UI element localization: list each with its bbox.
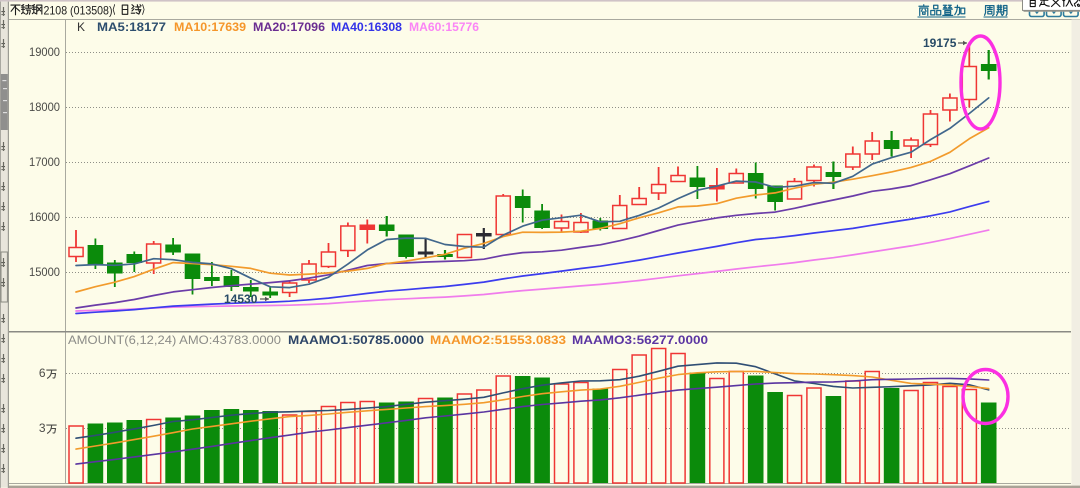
- svg-text:6: 6: [39, 366, 46, 380]
- svg-text:2108 (013508): 2108 (013508): [44, 4, 113, 18]
- svg-text:MA5:18177: MA5:18177: [97, 20, 166, 34]
- svg-text:MA10:17639: MA10:17639: [174, 20, 246, 34]
- svg-text:MA20:17096: MA20:17096: [253, 20, 325, 34]
- svg-text:17000: 17000: [29, 155, 60, 169]
- svg-text:3: 3: [39, 421, 46, 435]
- svg-text:16000: 16000: [29, 210, 60, 224]
- svg-text:18000: 18000: [29, 100, 60, 114]
- svg-text:MAAMO3:56277.0000: MAAMO3:56277.0000: [572, 333, 708, 347]
- svg-text:14530: 14530: [224, 292, 258, 306]
- svg-text:K: K: [77, 20, 85, 34]
- svg-text:19175: 19175: [923, 36, 957, 50]
- svg-text:19000: 19000: [29, 45, 60, 59]
- svg-text:MAAMO2:51553.0833: MAAMO2:51553.0833: [430, 333, 566, 347]
- svg-text:MA40:16308: MA40:16308: [331, 20, 402, 34]
- svg-text:MAAMO1:50785.0000: MAAMO1:50785.0000: [288, 333, 424, 347]
- svg-text:MA60:15776: MA60:15776: [409, 20, 479, 34]
- svg-text:15000: 15000: [29, 265, 60, 279]
- svg-text:AMOUNT(6,12,24) AMO:43783.0000: AMOUNT(6,12,24) AMO:43783.0000: [68, 333, 281, 347]
